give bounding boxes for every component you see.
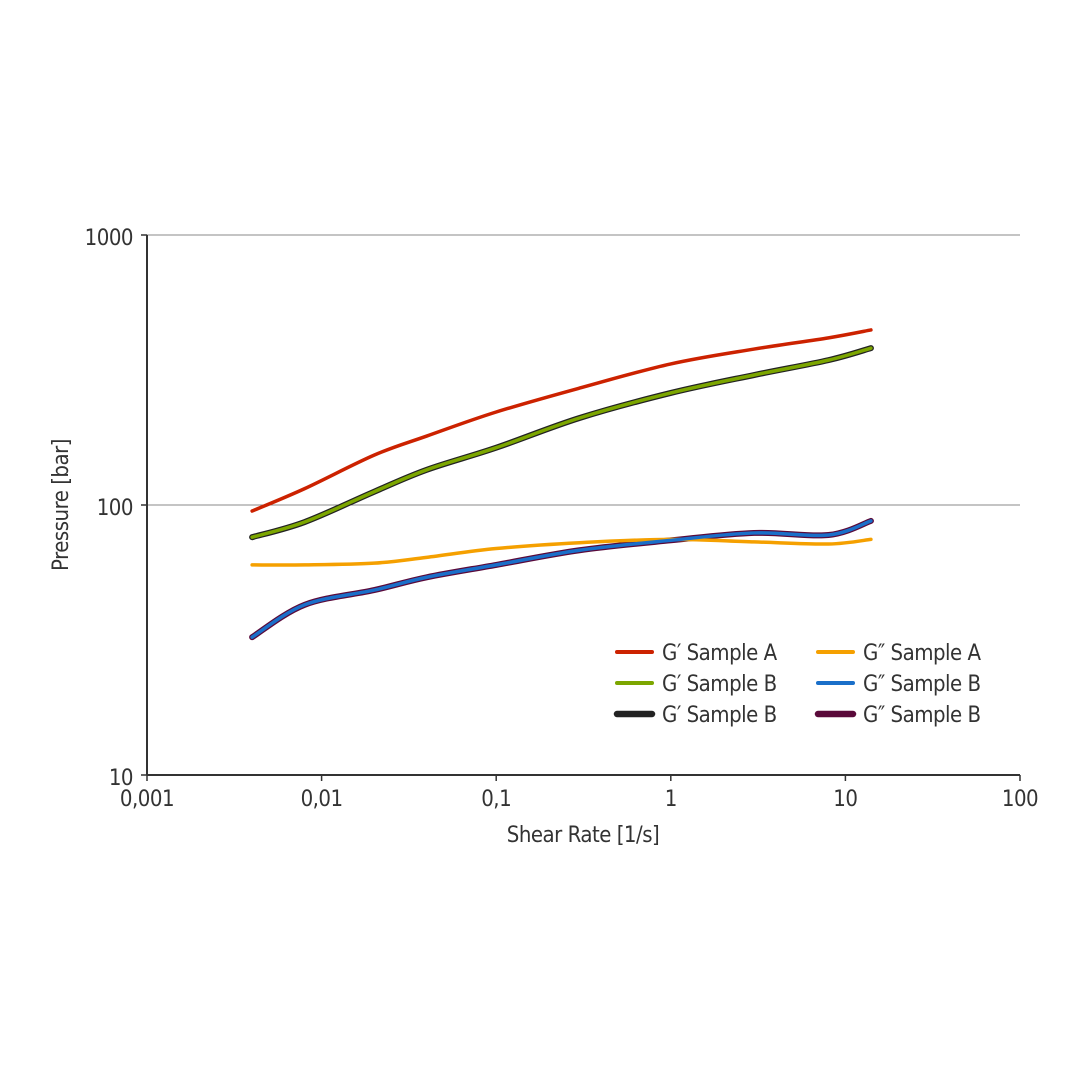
series-line: [250, 519, 873, 639]
series-line: [250, 346, 873, 539]
x-axis-title: Shear Rate [1/s]: [507, 823, 659, 848]
legend-label: G″ Sample B: [863, 672, 981, 697]
series-line: [249, 345, 874, 541]
series-line: [249, 517, 874, 641]
y-tick-label: 1000: [85, 226, 133, 251]
legend-label: G′ Sample A: [662, 641, 778, 666]
y-axis-title: Pressure [bar]: [49, 439, 74, 571]
x-tick-label: 0,01: [301, 787, 343, 812]
x-tick-label: 100: [1002, 787, 1038, 812]
legend-label: G′ Sample B: [662, 703, 777, 728]
legend-label: G″ Sample A: [863, 641, 982, 666]
legend-label: G′ Sample B: [662, 672, 777, 697]
x-tick-label: 10: [833, 787, 857, 812]
series-line: [250, 328, 873, 513]
x-tick-label: 1: [665, 787, 677, 812]
y-tick-label: 10: [109, 766, 133, 791]
x-tick-label: 0,001: [120, 787, 174, 812]
legend-label: G″ Sample B: [863, 703, 981, 728]
series-line: [250, 537, 873, 567]
x-tick-label: 0,1: [481, 787, 511, 812]
y-tick-label: 100: [97, 496, 133, 521]
